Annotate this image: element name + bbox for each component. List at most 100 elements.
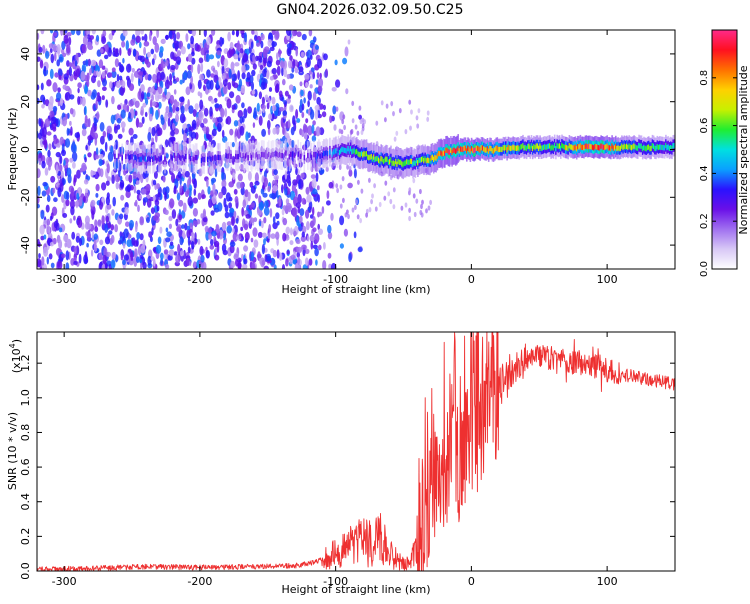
heatmap-speckle	[154, 82, 158, 89]
heatmap-speckle	[87, 135, 93, 141]
heatmap-speckle	[326, 190, 330, 200]
heatmap-speckle	[285, 226, 291, 235]
heatmap-speckle	[282, 217, 288, 226]
heatmap-ridge-core	[538, 145, 540, 151]
heatmap-ridge-core	[365, 151, 368, 157]
heatmap-ridge-core	[128, 155, 131, 161]
heatmap-speckle	[168, 249, 175, 257]
heatmap-speckle	[226, 225, 232, 234]
heatmap-ridge-core	[387, 159, 390, 165]
heatmap-speckle	[297, 256, 301, 266]
heatmap-ridge-core	[337, 147, 340, 153]
heatmap-speckle	[154, 91, 160, 102]
heatmap-ridge-core	[158, 156, 160, 162]
heatmap-speckle	[175, 77, 180, 83]
heatmap-speckle	[220, 107, 225, 118]
heatmap-ridge-core	[575, 146, 578, 152]
heatmap-speckle	[260, 188, 265, 195]
heatmap-ridge-core	[341, 146, 343, 152]
heatmap-ridge-core	[338, 149, 341, 156]
heatmap-speckle	[305, 209, 310, 219]
heatmap-speckle	[84, 156, 87, 163]
heatmap-speckle	[184, 170, 190, 178]
heatmap-speckle	[48, 253, 53, 260]
heatmap-speckle	[250, 185, 256, 194]
heatmap-speckle	[347, 213, 350, 220]
heatmap-speckle	[85, 59, 89, 67]
heatmap-ridge-core	[435, 155, 437, 161]
heatmap-ridge-core	[518, 146, 521, 152]
heatmap-ridge-core	[646, 144, 649, 151]
heatmap-speckle	[210, 210, 215, 216]
heatmap-speckle	[167, 111, 173, 118]
heatmap-speckle	[65, 199, 70, 207]
heatmap-speckle	[55, 151, 61, 158]
heatmap-speckle	[151, 94, 155, 102]
heatmap-speckle	[221, 171, 224, 181]
heatmap-speckle	[40, 82, 44, 91]
heatmap-speckle	[266, 238, 270, 243]
heatmap-ridge-core	[596, 144, 599, 150]
heatmap-ridge-core	[610, 146, 612, 152]
heatmap-ridge-core	[378, 157, 380, 163]
heatmap-ridge-core	[616, 145, 618, 152]
heatmap-speckle	[157, 94, 163, 100]
heatmap-speckle	[348, 165, 352, 171]
heatmap-speckle	[286, 30, 292, 36]
heatmap-speckle	[188, 126, 194, 131]
heatmap-speckle	[283, 100, 287, 105]
heatmap-speckle	[385, 103, 389, 109]
heatmap-speckle	[119, 235, 124, 244]
heatmap-speckle	[262, 48, 268, 59]
colorbar-gradient	[712, 30, 737, 269]
heatmap-speckle	[317, 77, 324, 88]
heatmap-speckle	[105, 215, 110, 223]
heatmap-ridge-core	[558, 143, 561, 149]
heatmap-speckle	[311, 124, 315, 134]
heatmap-speckle	[179, 250, 185, 257]
heatmap-ridge-core	[389, 159, 391, 165]
heatmap-speckle	[301, 33, 307, 41]
heatmap-ridge-core	[236, 154, 238, 160]
heatmap-speckle	[262, 108, 265, 113]
heatmap-speckle	[160, 258, 164, 266]
heatmap-speckle	[83, 179, 89, 185]
heatmap-speckle	[198, 57, 204, 64]
heatmap-speckle	[206, 178, 209, 188]
heatmap-ridge-core	[193, 157, 196, 163]
heatmap-speckle	[184, 104, 189, 112]
heatmap-speckle	[112, 196, 116, 207]
heatmap-speckle	[111, 95, 115, 105]
heatmap-speckle	[188, 136, 192, 144]
heatmap-speckle	[290, 254, 296, 261]
heatmap-ridge-core	[459, 146, 462, 152]
heatmap-ridge-core	[503, 145, 506, 151]
heatmap-speckle	[250, 41, 254, 49]
heatmap-speckle	[279, 252, 283, 261]
heatmap-speckle	[271, 67, 277, 75]
heatmap-speckle	[152, 36, 157, 46]
heatmap-speckle	[101, 65, 106, 70]
heatmap-speckle	[267, 185, 271, 193]
heatmap-speckle	[37, 168, 41, 179]
heatmap-speckle	[49, 110, 55, 118]
heatmap-speckle	[408, 187, 412, 193]
heatmap-speckle	[240, 181, 244, 189]
heatmap-speckle	[304, 132, 308, 140]
heatmap-ridge-core	[555, 146, 557, 152]
heatmap-speckle	[327, 224, 332, 234]
heatmap-ridge-core	[437, 150, 440, 157]
heatmap-speckle	[232, 227, 235, 234]
heatmap-ridge-core	[486, 146, 489, 152]
heatmap-speckle	[316, 96, 321, 105]
heatmap-ridge-core	[644, 145, 646, 151]
heatmap-speckle	[97, 65, 100, 72]
heatmap-speckle	[232, 172, 236, 180]
heatmap-speckle	[59, 155, 63, 165]
heatmap-ridge-core	[657, 144, 660, 151]
heatmap-speckle	[250, 135, 256, 144]
heatmap-speckle	[332, 105, 337, 115]
heatmap-speckle	[307, 125, 313, 136]
heatmap-ridge-core	[602, 144, 605, 150]
